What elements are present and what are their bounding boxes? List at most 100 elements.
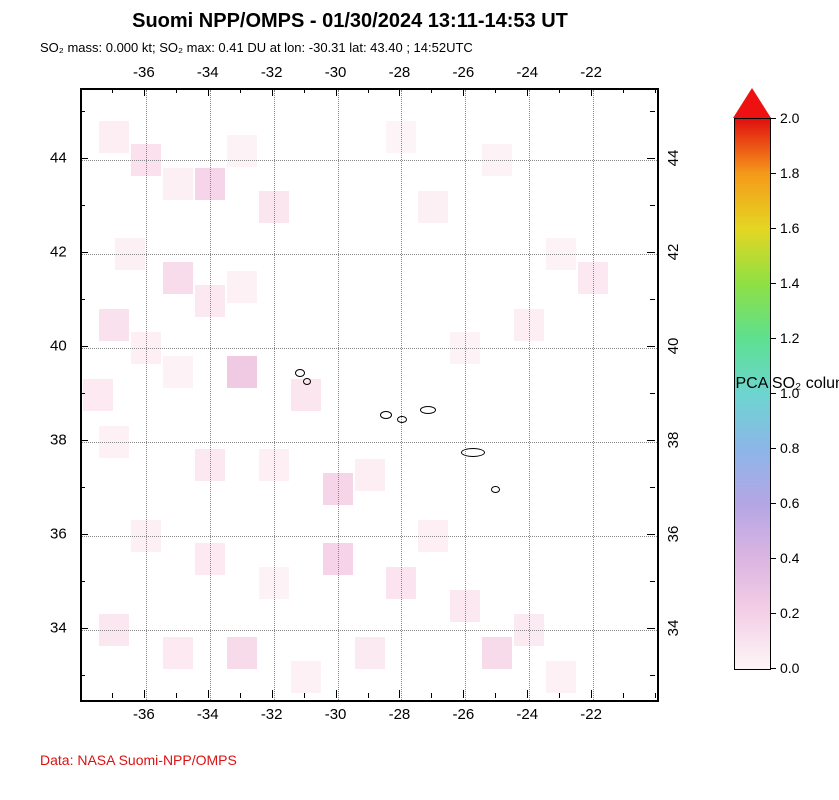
axis-minor-tick <box>559 693 560 698</box>
heatmap-cell <box>482 637 512 669</box>
heatmap-cell <box>163 637 193 669</box>
axis-tick <box>647 534 655 535</box>
axis-tick <box>272 690 273 698</box>
grid-line <box>210 90 211 700</box>
axis-tick <box>80 440 88 441</box>
colorbar-overflow-arrow <box>733 88 771 118</box>
x-axis-label: -22 <box>580 706 602 723</box>
y-axis-label: 34 <box>665 619 682 636</box>
grid-line <box>82 160 657 161</box>
y-axis-label: 38 <box>665 432 682 449</box>
axis-minor-tick <box>650 487 655 488</box>
map-plot-area <box>80 88 659 702</box>
x-axis-label: -28 <box>389 706 411 723</box>
axis-minor-tick <box>650 393 655 394</box>
y-axis-label: 44 <box>665 150 682 167</box>
axis-minor-tick <box>80 693 81 698</box>
axis-minor-tick <box>112 693 113 698</box>
axis-minor-tick <box>623 693 624 698</box>
y-axis-label: 40 <box>665 338 682 355</box>
heatmap-cell <box>99 309 129 341</box>
axis-tick <box>208 690 209 698</box>
heatmap-cell <box>83 379 113 411</box>
axis-minor-tick <box>431 88 432 93</box>
axis-minor-tick <box>304 88 305 93</box>
grid-line <box>338 90 339 700</box>
heatmap-cell <box>163 356 193 388</box>
heatmap-cell <box>227 637 257 669</box>
figure-title: Suomi NPP/OMPS - 01/30/2024 13:11-14:53 … <box>10 10 690 33</box>
axis-minor-tick <box>368 88 369 93</box>
x-axis-label: -32 <box>261 64 283 81</box>
axis-minor-tick <box>80 299 85 300</box>
axis-tick <box>272 88 273 96</box>
axis-minor-tick <box>80 88 81 93</box>
grid-line <box>82 630 657 631</box>
x-axis-label: -26 <box>452 706 474 723</box>
colorbar-tick <box>770 668 776 669</box>
axis-minor-tick <box>240 693 241 698</box>
axis-tick <box>647 252 655 253</box>
x-axis-label: -26 <box>452 64 474 81</box>
y-axis-label: 44 <box>50 150 67 167</box>
grid-line <box>465 90 466 700</box>
x-axis-label: -24 <box>516 706 538 723</box>
axis-tick <box>80 158 88 159</box>
axis-minor-tick <box>368 693 369 698</box>
grid-line <box>401 90 402 700</box>
axis-tick <box>463 690 464 698</box>
heatmap-cell <box>355 637 385 669</box>
axis-tick <box>80 628 88 629</box>
axis-minor-tick <box>431 693 432 698</box>
colorbar-tick-label: 0.2 <box>780 605 799 621</box>
grid-line <box>146 90 147 700</box>
axis-tick <box>463 88 464 96</box>
x-axis-label: -36 <box>133 64 155 81</box>
colorbar-tick-label: 1.4 <box>780 275 799 291</box>
axis-minor-tick <box>650 581 655 582</box>
colorbar-tick <box>770 228 776 229</box>
heatmap-cell <box>291 661 321 693</box>
data-attribution: Data: NASA Suomi-NPP/OMPS <box>40 752 237 768</box>
grid-line <box>529 90 530 700</box>
x-axis-label: -22 <box>580 64 602 81</box>
y-axis-label: 36 <box>50 525 67 542</box>
heatmap-cell <box>99 121 129 153</box>
y-axis-label: 40 <box>50 338 67 355</box>
axis-tick <box>399 88 400 96</box>
axis-minor-tick <box>559 88 560 93</box>
axis-tick <box>591 690 592 698</box>
axis-tick <box>80 252 88 253</box>
island-outline <box>461 448 485 457</box>
axis-minor-tick <box>80 487 85 488</box>
y-axis-label: 42 <box>665 244 682 261</box>
grid-line <box>82 348 657 349</box>
island-outline <box>491 486 500 493</box>
axis-minor-tick <box>80 205 85 206</box>
colorbar-tick <box>770 613 776 614</box>
axis-tick <box>399 690 400 698</box>
colorbar-tick <box>770 173 776 174</box>
axis-minor-tick <box>176 88 177 93</box>
colorbar-gradient <box>734 118 771 670</box>
island-outline <box>420 406 436 414</box>
grid-line <box>82 536 657 537</box>
axis-minor-tick <box>80 393 85 394</box>
x-axis-label: -34 <box>197 64 219 81</box>
axis-minor-tick <box>80 111 85 112</box>
axis-minor-tick <box>650 675 655 676</box>
colorbar-tick <box>770 448 776 449</box>
heatmap-cell <box>227 135 257 167</box>
y-axis-label: 42 <box>50 244 67 261</box>
axis-minor-tick <box>80 581 85 582</box>
colorbar: PCA SO₂ column TRM [DU] 0.00.20.40.60.81… <box>734 88 769 698</box>
x-axis-label: -28 <box>389 64 411 81</box>
heatmap-cell <box>546 661 576 693</box>
axis-tick <box>647 346 655 347</box>
heatmap-cell <box>418 191 448 223</box>
grid-line <box>82 442 657 443</box>
axis-tick <box>80 534 88 535</box>
axis-tick <box>527 690 528 698</box>
axis-minor-tick <box>112 88 113 93</box>
axis-minor-tick <box>495 88 496 93</box>
